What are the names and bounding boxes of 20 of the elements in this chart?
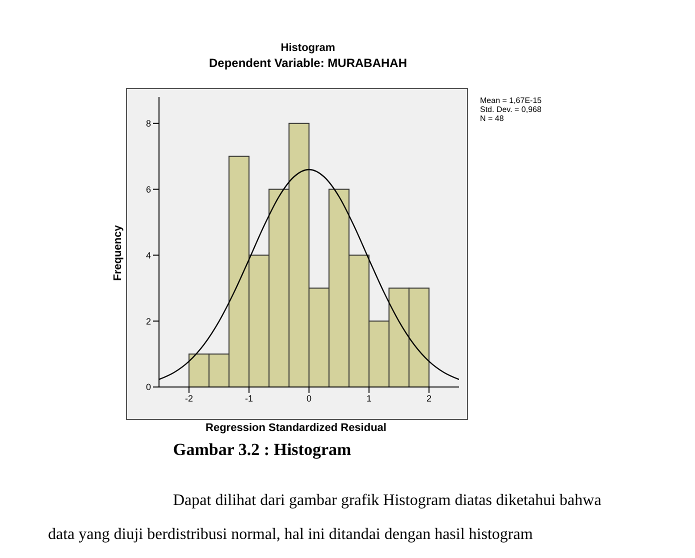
x-tick-label: -1	[244, 393, 254, 404]
y-tick-label: 0	[146, 382, 151, 392]
x-tick-label: -2	[184, 393, 194, 404]
x-axis-title: Regression Standardized Residual	[204, 422, 388, 434]
text: Dapat dilihat dari gambar grafik Histogram diatas diketahui bahwa	[173, 492, 602, 510]
x-tick-label: 2	[426, 393, 432, 404]
chart-subtitle: Dependent Variable: MURABAHAH	[208, 56, 408, 70]
text: Mean = 1,67E-15	[480, 96, 542, 105]
x-tick-label: 1	[366, 393, 372, 404]
y-tick-label: 6	[146, 184, 151, 194]
y-tick-label: 2	[146, 316, 151, 326]
text: N = 48	[480, 114, 505, 123]
text: Gambar 3.2 : Histogram	[173, 440, 352, 460]
y-tick-label: 8	[146, 118, 151, 129]
text: Std. Dev. = 0,968	[480, 105, 542, 114]
x-tick-label: 0	[306, 393, 312, 404]
y-axis-title: Frequency	[112, 225, 124, 281]
y-tick-label: 4	[146, 250, 151, 260]
text: data yang diuji berdistribusi normal, hal ini ditandai dengan hasil histogram	[48, 526, 533, 544]
chart-title: Histogram	[280, 42, 336, 54]
